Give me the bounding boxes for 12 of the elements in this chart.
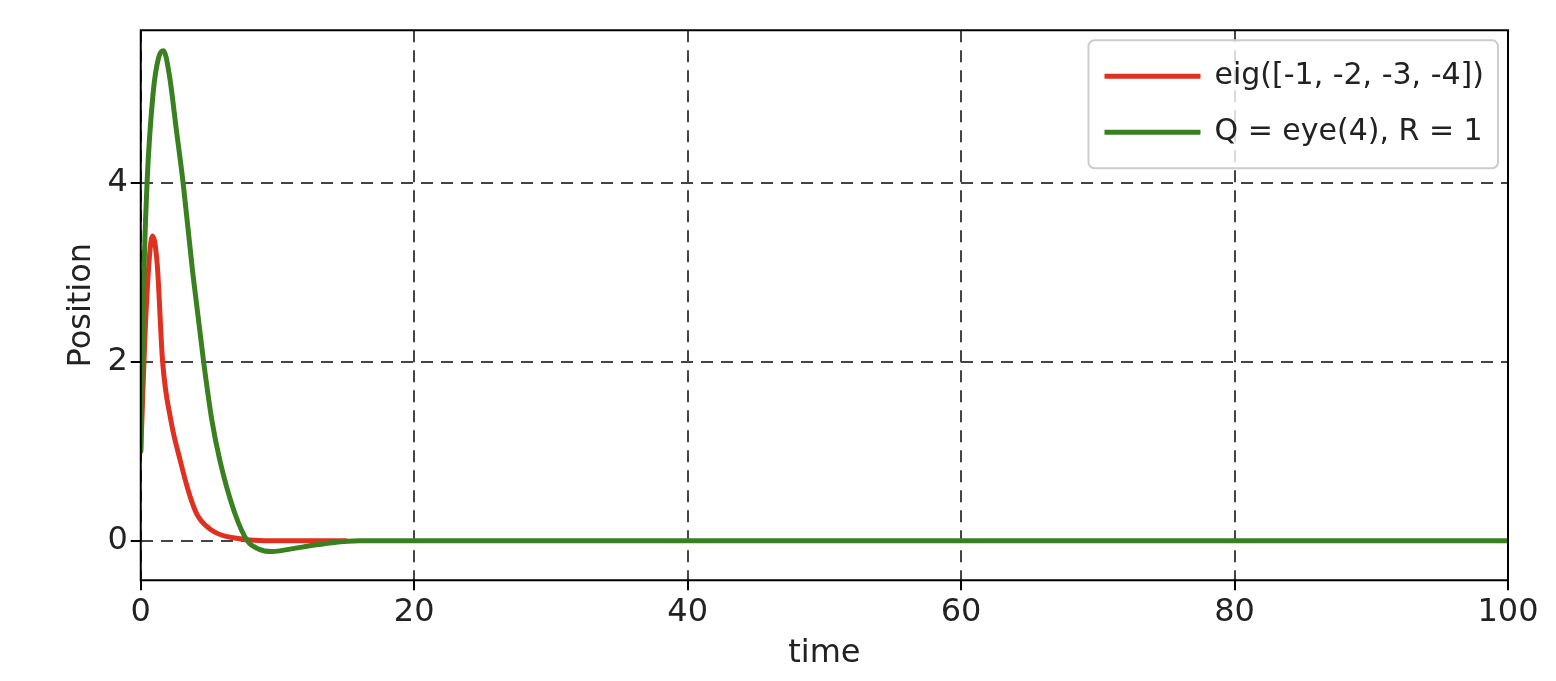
x-tick-label: 40	[667, 590, 709, 629]
x-tick-label: 60	[940, 590, 982, 629]
x-tick-label: 80	[1214, 590, 1255, 629]
legend-label: Q = eye(4), R = 1	[1214, 112, 1483, 147]
y-tick-label: 4	[107, 161, 128, 200]
y-tick-label: 2	[107, 340, 128, 379]
x-axis-title: time	[788, 632, 861, 671]
x-tick-label: 100	[1477, 590, 1539, 629]
y-tick-label: 0	[107, 519, 128, 558]
legend-label: eig([-1, -2, -3, -4])	[1214, 56, 1485, 91]
x-tick-label: 20	[393, 590, 435, 629]
y-axis-title: Position	[59, 242, 98, 368]
